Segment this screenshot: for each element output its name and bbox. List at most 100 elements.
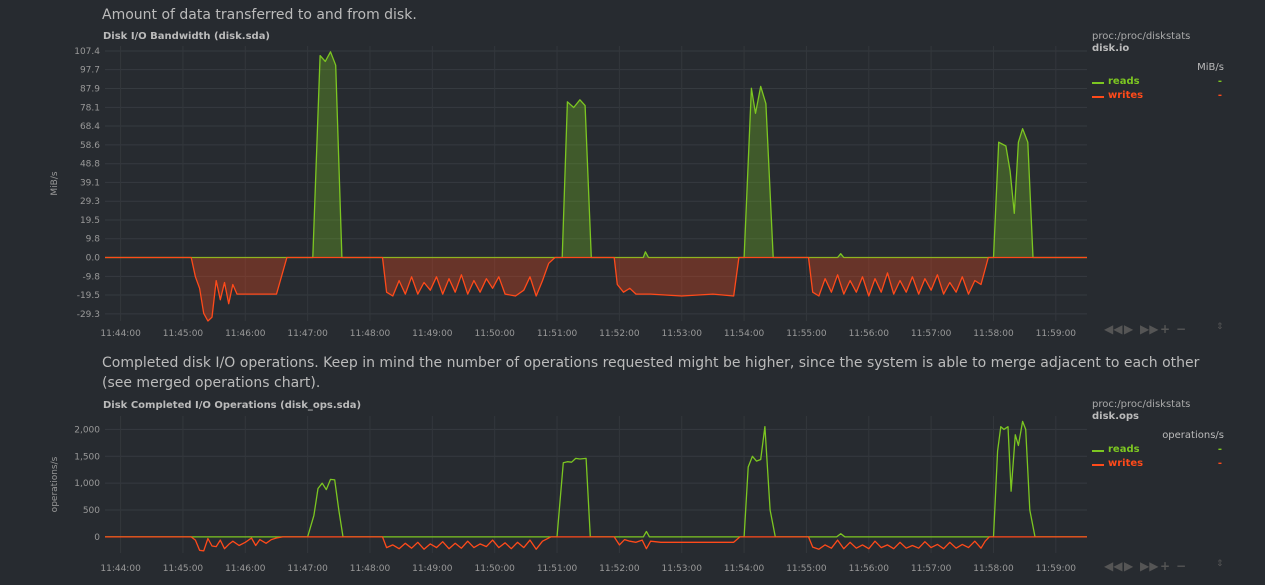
y-tick-label: 107.4 bbox=[74, 47, 100, 57]
x-tick-label: 11:51:00 bbox=[537, 329, 578, 339]
y-tick-label: 9.8 bbox=[86, 235, 101, 245]
y-tick-label: 29.3 bbox=[80, 197, 100, 207]
legend-value: - bbox=[1217, 76, 1222, 87]
zoom-out-icon[interactable]: − bbox=[1176, 559, 1187, 573]
legend-swatch bbox=[1092, 96, 1104, 98]
series-area-writes bbox=[105, 257, 1087, 321]
resize-handle-icon[interactable]: ⇕ bbox=[1216, 559, 1224, 569]
legend-context: disk.ops bbox=[1092, 411, 1139, 422]
x-tick-label: 11:56:00 bbox=[849, 564, 890, 574]
x-tick-label: 11:50:00 bbox=[474, 329, 515, 339]
legend-item-reads[interactable]: reads - bbox=[1092, 444, 1224, 458]
x-tick-label: 11:57:00 bbox=[911, 329, 952, 339]
grid bbox=[105, 46, 1087, 321]
y-tick-label: 87.9 bbox=[80, 85, 100, 95]
x-tick-label: 11:59:00 bbox=[1036, 329, 1077, 339]
y-tick-label: 68.4 bbox=[80, 122, 100, 132]
x-tick-label: 11:45:00 bbox=[163, 564, 204, 574]
y-tick-label: 19.5 bbox=[80, 216, 100, 226]
chart-toolbox: ◀◀ ▶ ▶▶ + − ⇕ bbox=[1104, 559, 1224, 573]
x-tick-label: 11:53:00 bbox=[662, 329, 703, 339]
zoom-out-icon[interactable]: − bbox=[1176, 322, 1187, 336]
x-tick-label: 11:58:00 bbox=[973, 564, 1014, 574]
legend-source: proc:/proc/diskstats bbox=[1092, 399, 1191, 410]
y-tick-label: 39.1 bbox=[80, 178, 100, 188]
y-tick-label: 0.0 bbox=[86, 254, 101, 264]
legend-swatch bbox=[1092, 82, 1104, 84]
legend-value: - bbox=[1217, 444, 1222, 455]
x-tick-label: 11:48:00 bbox=[350, 329, 391, 339]
x-tick-label: 11:51:00 bbox=[537, 564, 578, 574]
chart-title: Disk Completed I/O Operations (disk_ops.… bbox=[103, 400, 362, 411]
x-tick-label: 11:59:00 bbox=[1036, 564, 1077, 574]
legend-item-writes[interactable]: writes - bbox=[1092, 90, 1224, 104]
x-tick-label: 11:58:00 bbox=[973, 329, 1014, 339]
play-icon[interactable]: ▶ bbox=[1124, 559, 1134, 573]
x-tick-label: 11:44:00 bbox=[100, 329, 141, 339]
legend-value: - bbox=[1217, 90, 1222, 101]
x-tick-label: 11:44:00 bbox=[100, 564, 141, 574]
legend-context: disk.io bbox=[1092, 43, 1130, 54]
chart-legend: proc:/proc/diskstats disk.io MiB/s reads… bbox=[1092, 31, 1224, 104]
legend-item-writes[interactable]: writes - bbox=[1092, 458, 1224, 472]
x-tick-label: 11:46:00 bbox=[225, 564, 266, 574]
legend-item-reads[interactable]: reads - bbox=[1092, 76, 1224, 90]
legend-label: writes bbox=[1108, 458, 1144, 469]
pan-left-icon[interactable]: ◀◀ bbox=[1104, 322, 1123, 336]
pan-left-icon[interactable]: ◀◀ bbox=[1104, 559, 1123, 573]
y-axis-label: MiB/s bbox=[50, 171, 60, 195]
grid bbox=[105, 416, 1087, 553]
x-tick-label: 11:53:00 bbox=[662, 564, 703, 574]
y-tick-label: -9.8 bbox=[82, 272, 100, 282]
legend-swatch bbox=[1092, 464, 1104, 466]
x-tick-label: 11:52:00 bbox=[599, 564, 640, 574]
legend-units: operations/s bbox=[1162, 430, 1224, 441]
resize-handle-icon[interactable]: ⇕ bbox=[1216, 322, 1224, 332]
x-tick-label: 11:57:00 bbox=[911, 564, 952, 574]
x-tick-label: 11:56:00 bbox=[849, 329, 890, 339]
zoom-in-icon[interactable]: + bbox=[1160, 559, 1171, 573]
y-tick-label: 78.1 bbox=[80, 103, 100, 113]
y-tick-label: 97.7 bbox=[80, 66, 100, 76]
x-tick-label: 11:47:00 bbox=[287, 329, 328, 339]
x-tick-label: 11:45:00 bbox=[163, 329, 204, 339]
legend-label: writes bbox=[1108, 90, 1144, 101]
series-line-writes bbox=[105, 536, 1087, 552]
pan-right-icon[interactable]: ▶▶ bbox=[1140, 322, 1159, 336]
disk-ops-chart[interactable]: 2,000 1,500 1,000 500 0 11:44:00 11:45:00 11:46… bbox=[0, 406, 1090, 578]
x-tick-label: 11:46:00 bbox=[225, 329, 266, 339]
x-tick-label: 11:47:00 bbox=[287, 564, 328, 574]
zoom-in-icon[interactable]: + bbox=[1160, 322, 1171, 336]
x-tick-label: 11:52:00 bbox=[599, 329, 640, 339]
x-tick-label: 11:54:00 bbox=[724, 564, 765, 574]
pan-right-icon[interactable]: ▶▶ bbox=[1140, 559, 1159, 573]
chart-title: Disk I/O Bandwidth (disk.sda) bbox=[103, 31, 271, 42]
y-tick-label: 0 bbox=[94, 533, 100, 543]
y-tick-label: -19.5 bbox=[77, 291, 100, 301]
chart-toolbox: ◀◀ ▶ ▶▶ + − ⇕ bbox=[1104, 322, 1224, 336]
y-tick-label: -29.3 bbox=[77, 310, 100, 320]
y-tick-label: 2,000 bbox=[74, 425, 100, 435]
y-tick-label: 1,500 bbox=[74, 452, 100, 462]
x-tick-label: 11:49:00 bbox=[412, 329, 453, 339]
disk-io-chart[interactable]: 107.4 97.7 87.9 78.1 68.4 58.6 48.8 39.1 29.3 19.… bbox=[0, 36, 1090, 341]
chart-description: Amount of data transferred to and from d… bbox=[102, 7, 417, 23]
x-tick-label: 11:54:00 bbox=[724, 329, 765, 339]
chart-legend: proc:/proc/diskstats disk.ops operations… bbox=[1092, 399, 1224, 472]
x-tick-label: 11:55:00 bbox=[786, 329, 827, 339]
x-tick-label: 11:48:00 bbox=[350, 564, 391, 574]
series-line-writes bbox=[105, 256, 1087, 322]
legend-units: MiB/s bbox=[1197, 62, 1224, 73]
y-tick-label: 48.8 bbox=[80, 160, 100, 170]
play-icon[interactable]: ▶ bbox=[1124, 322, 1134, 336]
legend-swatch bbox=[1092, 450, 1104, 452]
series-line-reads bbox=[105, 420, 1087, 538]
y-tick-label: 500 bbox=[83, 506, 100, 516]
series-area-reads bbox=[105, 51, 1087, 258]
legend-label: reads bbox=[1108, 444, 1140, 455]
legend-label: reads bbox=[1108, 76, 1140, 87]
x-tick-label: 11:49:00 bbox=[412, 564, 453, 574]
legend-source: proc:/proc/diskstats bbox=[1092, 31, 1191, 42]
x-tick-label: 11:50:00 bbox=[474, 564, 515, 574]
y-tick-label: 58.6 bbox=[80, 141, 100, 151]
